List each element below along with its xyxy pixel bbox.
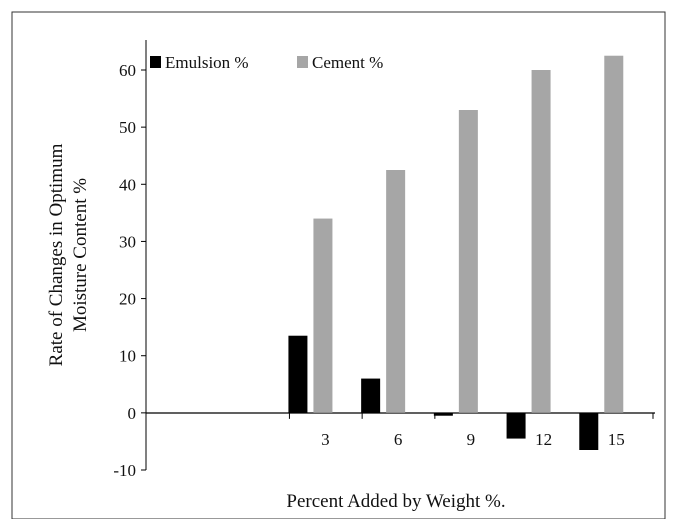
legend-label-cement: Cement % xyxy=(312,53,383,72)
y-axis-ticks: -10 0 10 20 30 40 50 60 xyxy=(113,61,146,480)
x-tick-label: 15 xyxy=(608,430,625,449)
bar-cement xyxy=(458,110,478,413)
bar-emulsion xyxy=(433,412,453,416)
bar-cement xyxy=(386,170,406,413)
bar-cement xyxy=(604,55,624,413)
legend: Emulsion % Cement % xyxy=(150,53,383,72)
x-tick-label: 3 xyxy=(321,430,330,449)
bar-emulsion xyxy=(579,412,599,450)
bars-layer xyxy=(288,55,624,450)
x-axis-label: Percent Added by Weight %. xyxy=(286,491,505,512)
bar-cement xyxy=(313,218,333,413)
y-tick-label: 60 xyxy=(119,61,136,80)
y-tick-label: 20 xyxy=(119,290,136,309)
bar-emulsion xyxy=(506,412,526,439)
bar-cement xyxy=(531,70,551,413)
x-tick-label: 6 xyxy=(394,430,403,449)
legend-label-emulsion: Emulsion % xyxy=(165,53,249,72)
y-tick-label: 50 xyxy=(119,118,136,137)
legend-swatch-cement xyxy=(297,56,308,68)
figure-border xyxy=(11,11,666,519)
y-tick-label: 40 xyxy=(119,175,136,194)
y-tick-label: 10 xyxy=(119,347,136,366)
y-tick-label: 0 xyxy=(128,404,137,423)
y-tick-label: -10 xyxy=(113,461,136,480)
bar-emulsion xyxy=(361,378,381,413)
y-axis-label-line-1: Rate of Changes in Optimum xyxy=(46,143,67,366)
bar-emulsion xyxy=(288,335,308,413)
x-axis-ticks: 3 6 9 12 15 xyxy=(288,412,654,449)
x-tick-label: 12 xyxy=(535,430,552,449)
x-tick-label: 9 xyxy=(467,430,476,449)
y-tick-label: 30 xyxy=(119,232,136,251)
y-axis-label-line-2: Moisture Content % xyxy=(70,178,91,332)
legend-swatch-emulsion xyxy=(150,56,161,68)
